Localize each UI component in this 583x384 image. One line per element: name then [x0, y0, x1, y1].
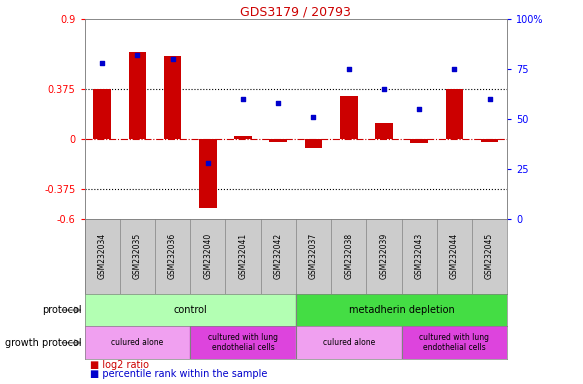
Bar	[481, 139, 498, 142]
Text: GSM232036: GSM232036	[168, 233, 177, 280]
Point	[415, 106, 424, 112]
Text: culured alone: culured alone	[322, 338, 375, 347]
Point	[309, 114, 318, 120]
Bar	[296, 294, 507, 326]
Bar	[445, 89, 463, 139]
Point	[238, 96, 248, 102]
Point	[97, 60, 107, 66]
Text: GSM232034: GSM232034	[97, 233, 107, 280]
Bar	[190, 326, 296, 359]
Text: GSM232045: GSM232045	[485, 233, 494, 280]
Text: GSM232041: GSM232041	[238, 233, 248, 280]
Point	[449, 66, 459, 72]
Text: growth protocol: growth protocol	[5, 338, 82, 348]
Bar	[375, 123, 393, 139]
Point	[380, 86, 389, 92]
Bar	[85, 294, 296, 326]
Text: GSM232042: GSM232042	[274, 233, 283, 280]
Point	[485, 96, 494, 102]
Bar	[340, 96, 357, 139]
Bar	[410, 139, 428, 143]
Bar	[129, 53, 146, 139]
Bar	[402, 326, 507, 359]
Text: cultured with lung
endothelial cells: cultured with lung endothelial cells	[419, 333, 489, 353]
Bar	[164, 56, 181, 139]
Text: cultured with lung
endothelial cells: cultured with lung endothelial cells	[208, 333, 278, 353]
Text: GSM232035: GSM232035	[133, 233, 142, 280]
Text: ■ percentile rank within the sample: ■ percentile rank within the sample	[90, 369, 268, 379]
Text: ■ log2 ratio: ■ log2 ratio	[90, 360, 149, 370]
Point	[273, 100, 283, 106]
Bar	[93, 89, 111, 139]
Text: GSM232038: GSM232038	[344, 233, 353, 280]
Text: metadherin depletion: metadherin depletion	[349, 305, 454, 315]
Point	[344, 66, 353, 72]
Text: GSM232037: GSM232037	[309, 233, 318, 280]
Text: protocol: protocol	[42, 305, 82, 315]
Bar	[234, 136, 252, 139]
Bar	[269, 139, 287, 142]
Bar	[199, 139, 217, 208]
Text: GSM232044: GSM232044	[450, 233, 459, 280]
Text: GSM232043: GSM232043	[415, 233, 424, 280]
Text: control: control	[173, 305, 207, 315]
Text: GSM232040: GSM232040	[203, 233, 212, 280]
Title: GDS3179 / 20793: GDS3179 / 20793	[240, 5, 352, 18]
Bar	[85, 326, 190, 359]
Point	[133, 52, 142, 58]
Text: culured alone: culured alone	[111, 338, 163, 347]
Bar	[296, 326, 402, 359]
Point	[203, 160, 212, 166]
Bar	[305, 139, 322, 148]
Text: GSM232039: GSM232039	[380, 233, 388, 280]
Point	[168, 56, 177, 62]
